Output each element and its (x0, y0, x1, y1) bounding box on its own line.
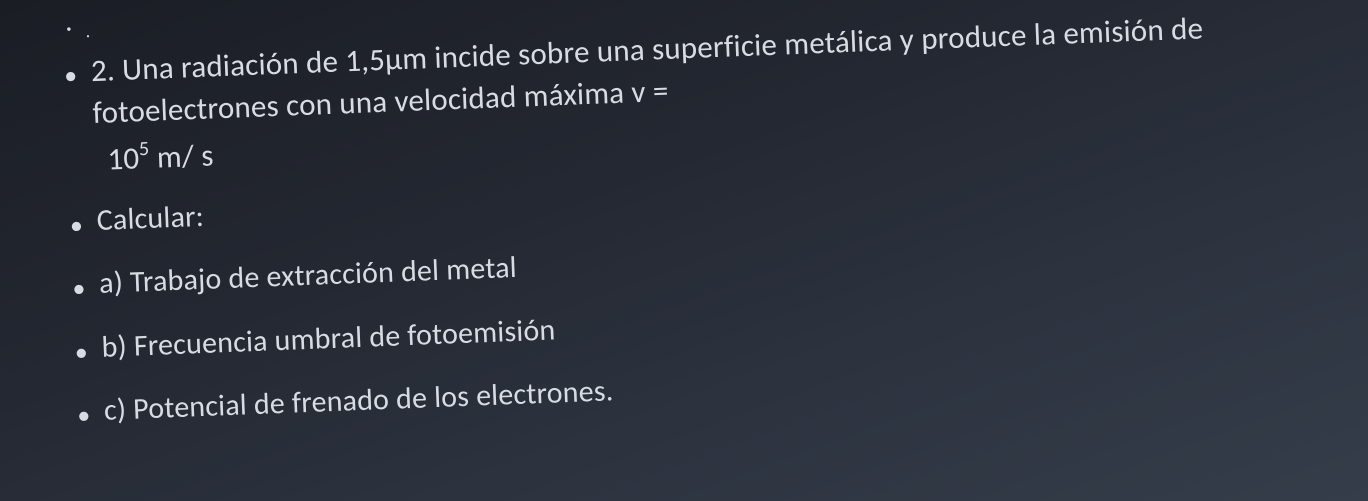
exp-base: 10 (107, 140, 140, 179)
bullet-icon: • (64, 58, 78, 94)
line-text: Calcular: (96, 197, 205, 242)
line-text: . (85, 19, 91, 43)
bullet-icon: • (74, 334, 88, 370)
bullet-icon: • (69, 208, 83, 244)
line-text: a) Trabajo de extracción del metal (98, 248, 517, 305)
exp-text: 105 m/ s (107, 137, 215, 179)
line-text: b) Frecuencia umbral de fotoemisión (101, 310, 556, 368)
line-text: c) Potencial de frenado de los electrone… (103, 371, 614, 431)
bullet-icon: • (66, 22, 71, 36)
bullet-icon: • (77, 397, 91, 433)
bullet-icon: • (72, 271, 86, 307)
exp-superscript: 5 (138, 137, 149, 161)
exp-unit: m/ s (149, 137, 214, 177)
document-content: • . • 2. Una radiación de 1,5μm incide s… (62, 0, 1315, 433)
